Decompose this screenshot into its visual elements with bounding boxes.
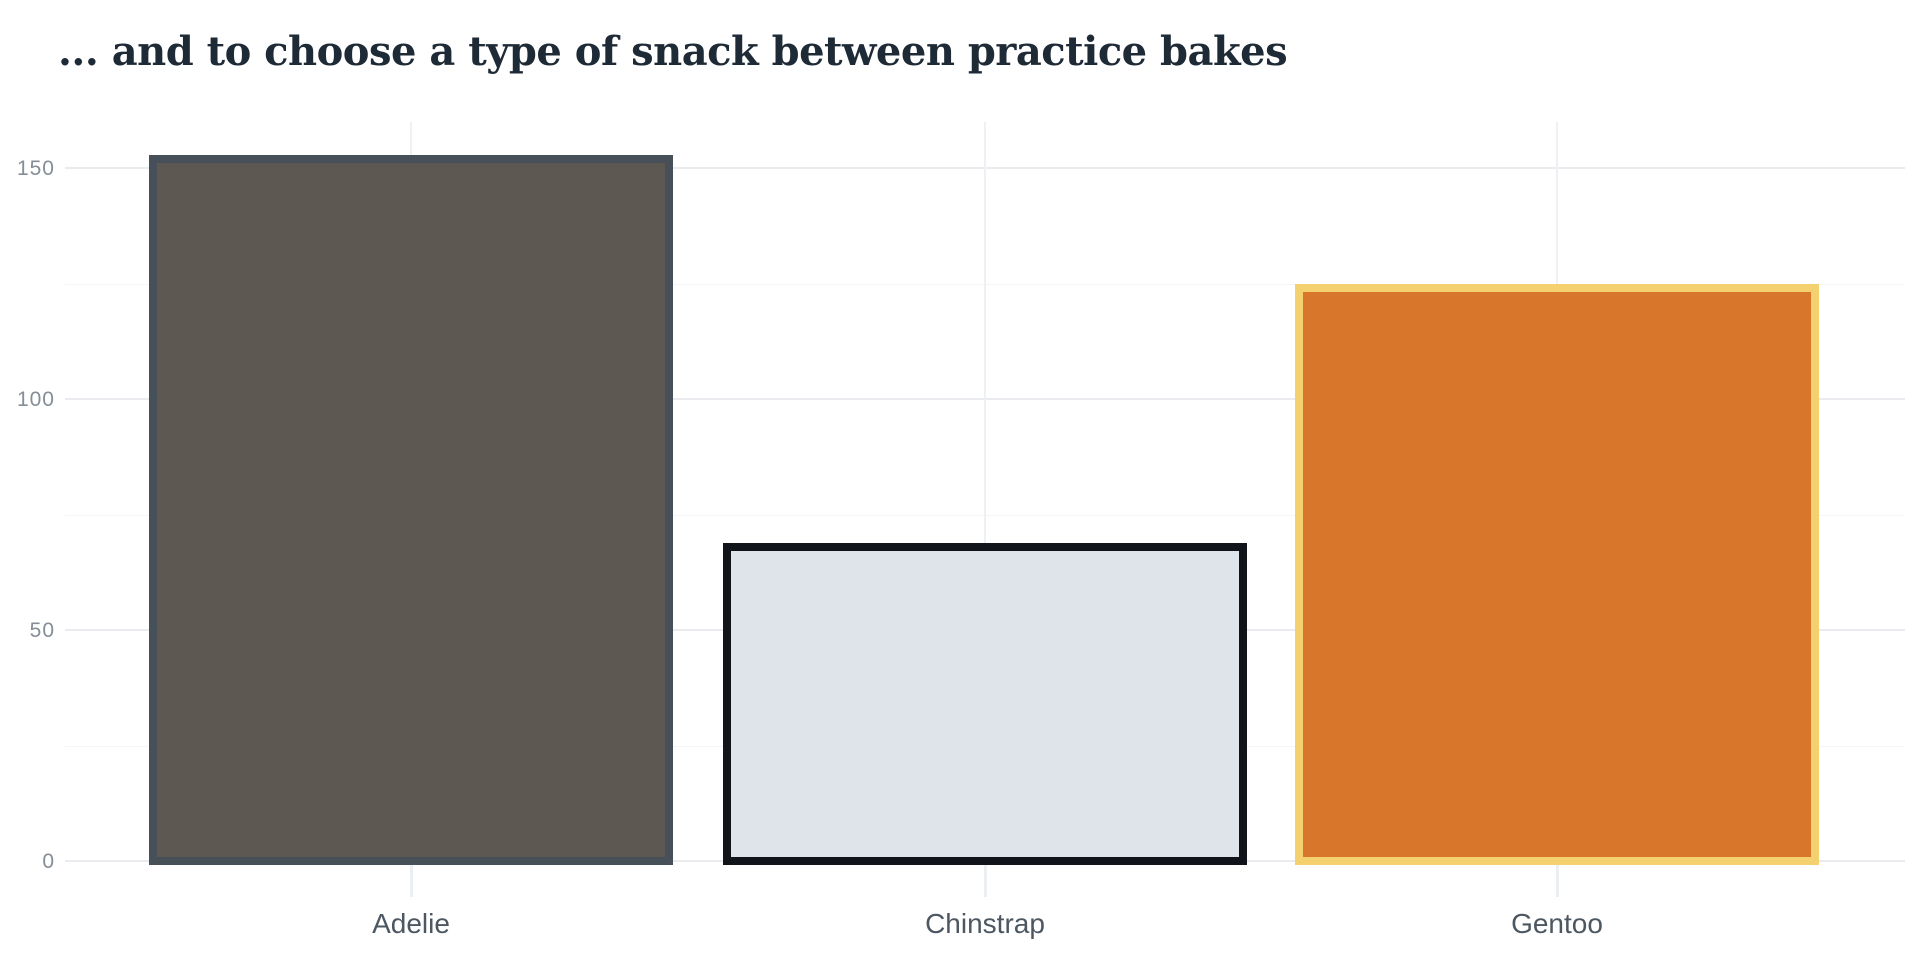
y-tick-label-100: 100: [16, 388, 55, 411]
gridline-x-chinstrap: [984, 122, 986, 861]
bar-chinstrap: [723, 543, 1247, 865]
x-axis-label-adelie: Adelie: [372, 908, 450, 939]
bar-gentoo: [1295, 284, 1819, 865]
x-axis-label-gentoo: Gentoo: [1511, 908, 1603, 939]
y-tick-label-0: 0: [42, 850, 55, 873]
x-axis-tick-chinstrap: [984, 863, 987, 897]
chart-title: ... and to choose a type of snack betwee…: [58, 28, 1288, 75]
y-tick-label-50: 50: [29, 619, 55, 642]
x-axis-tick-gentoo: [1556, 863, 1559, 897]
y-tick-label-150: 150: [16, 157, 55, 180]
x-axis-label-chinstrap: Chinstrap: [925, 908, 1045, 939]
x-axis-tick-adelie: [410, 863, 413, 897]
bar-adelie: [149, 155, 673, 865]
